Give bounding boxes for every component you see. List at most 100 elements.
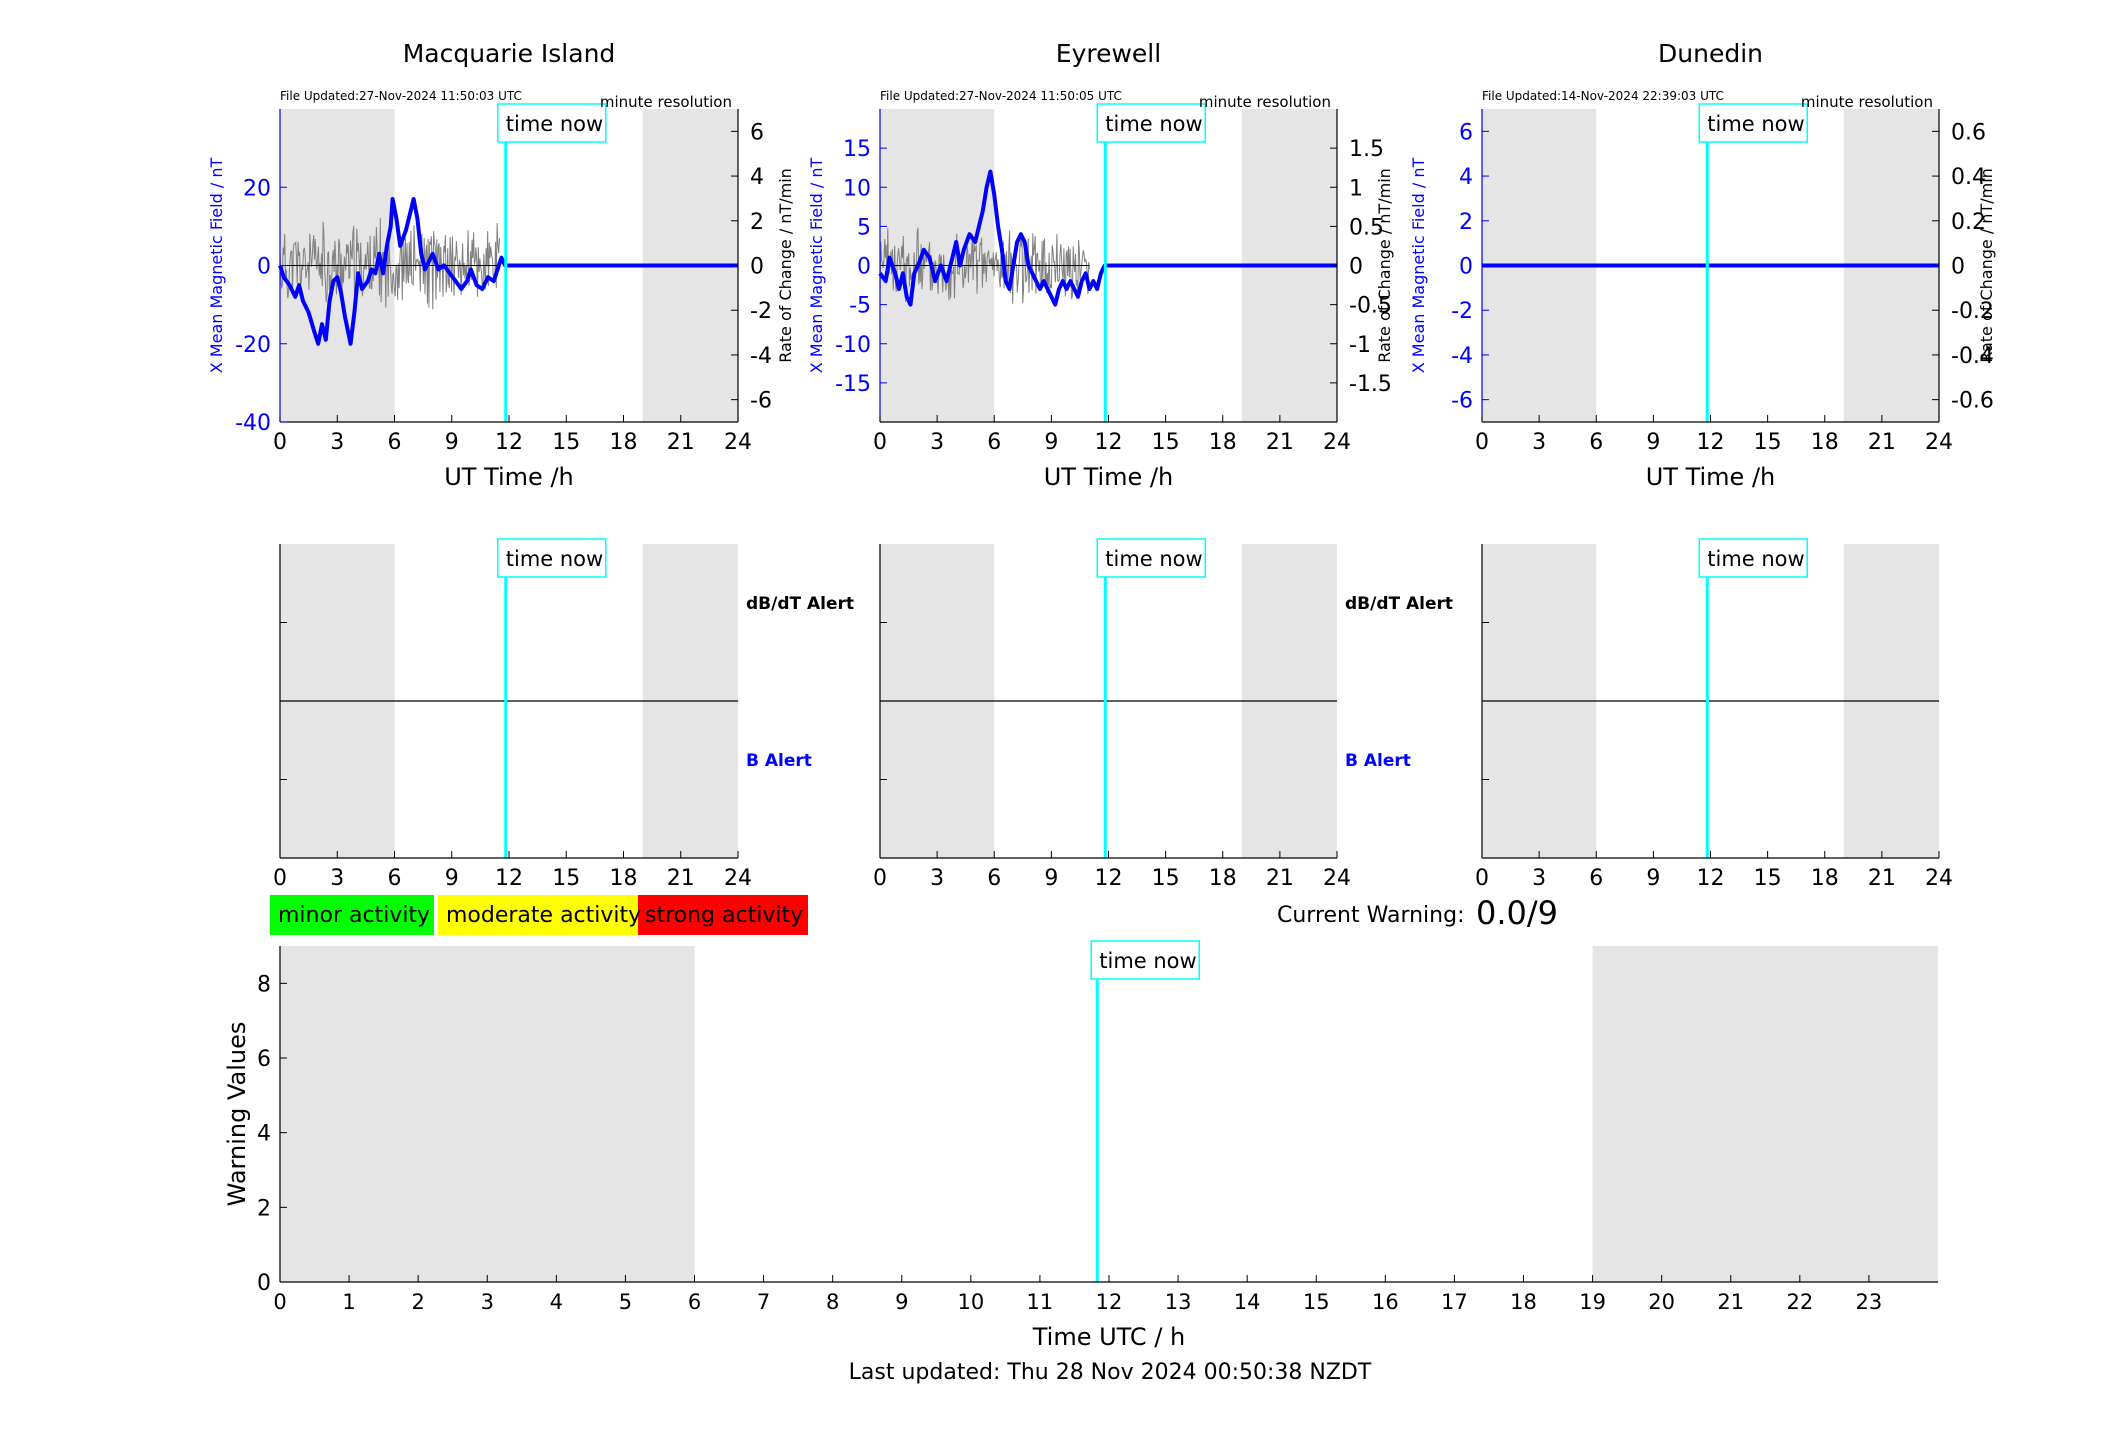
x-tick-label: 12 bbox=[1095, 430, 1123, 455]
y2-tick-label: 0.5 bbox=[1349, 215, 1384, 240]
x-tick-label: 0 bbox=[273, 866, 287, 891]
x-tick-label: 18 bbox=[1811, 430, 1839, 455]
y2-axis-label: Rate of Change / nT/min bbox=[776, 168, 795, 363]
x-tick-label: 21 bbox=[1266, 866, 1294, 891]
x-axis-label: Time UTC / h bbox=[1032, 1323, 1186, 1351]
x-tick-label: 17 bbox=[1441, 1290, 1468, 1314]
x-axis-label: UT Time /h bbox=[1646, 463, 1776, 491]
legend-minor-swatch bbox=[270, 895, 434, 935]
x-tick-label: 3 bbox=[1532, 866, 1546, 891]
y2-tick-label: -1 bbox=[1349, 333, 1371, 358]
time-now-label: time now bbox=[506, 112, 603, 136]
resolution-label: minute resolution bbox=[600, 93, 732, 111]
x-tick-label: 15 bbox=[1152, 430, 1180, 455]
y-axis-label: X Mean Magnetic Field / nT bbox=[1409, 158, 1428, 374]
y2-tick-label: 0.2 bbox=[1951, 210, 1986, 235]
x-tick-label: 3 bbox=[930, 866, 944, 891]
x-tick-label: 6 bbox=[388, 430, 402, 455]
y-tick-label: -4 bbox=[1451, 344, 1473, 369]
x-tick-label: 1 bbox=[342, 1290, 355, 1314]
x-tick-label: 18 bbox=[1209, 866, 1237, 891]
legend-strong-label: strong activity bbox=[645, 903, 803, 928]
y2-tick-label: -0.5 bbox=[1349, 294, 1392, 319]
y2-tick-label: 1 bbox=[1349, 176, 1363, 201]
x-tick-label: 9 bbox=[895, 1290, 908, 1314]
x-tick-label: 6 bbox=[1589, 430, 1603, 455]
current-warning-label: Current Warning: bbox=[1277, 903, 1464, 928]
x-tick-label: 4 bbox=[550, 1290, 563, 1314]
y-tick-label: 6 bbox=[257, 1047, 271, 1072]
activity-legend: minor activity moderate activity strong … bbox=[270, 895, 808, 935]
time-now-label: time now bbox=[1707, 112, 1804, 136]
time-now-label-box bbox=[1096, 103, 1207, 143]
legend-minor-label: minor activity bbox=[278, 903, 430, 928]
file-updated-text: File Updated:27-Nov-2024 11:50:05 UTC bbox=[880, 89, 1122, 103]
x-tick-label: 12 bbox=[1697, 866, 1725, 891]
panel-title: Eyrewell bbox=[1056, 39, 1161, 68]
x-tick-label: 21 bbox=[1717, 1290, 1744, 1314]
y2-tick-label: -4 bbox=[750, 344, 772, 369]
y-tick-label: 8 bbox=[257, 972, 271, 997]
y2-tick-label: -6 bbox=[750, 389, 772, 414]
panel-title: Macquarie Island bbox=[403, 39, 616, 68]
magnetic-field-line bbox=[278, 197, 738, 346]
y-tick-label: 4 bbox=[1459, 165, 1473, 190]
x-tick-label: 16 bbox=[1372, 1290, 1399, 1314]
time-now-label: time now bbox=[1105, 547, 1202, 571]
x-tick-label: 21 bbox=[1868, 866, 1896, 891]
y-tick-label: 10 bbox=[843, 176, 871, 201]
x-tick-label: 0 bbox=[1475, 866, 1489, 891]
time-now-label-box bbox=[1096, 538, 1207, 578]
panel-4: time now 0 3 6 9 12 15 18 21 24 dB/dT Alert B Alert bbox=[273, 538, 854, 891]
y-tick-label: 0 bbox=[257, 255, 271, 280]
y2-tick-label: 0.4 bbox=[1951, 165, 1986, 190]
x-tick-label: 18 bbox=[610, 430, 638, 455]
x-tick-label: 0 bbox=[873, 430, 887, 455]
x-tick-label: 6 bbox=[1589, 866, 1603, 891]
y-tick-label: 20 bbox=[243, 176, 271, 201]
time-now-label: time now bbox=[1099, 949, 1196, 973]
y2-tick-label: -0.2 bbox=[1951, 299, 1994, 324]
x-tick-label: 12 bbox=[1697, 430, 1725, 455]
rate-of-change-line bbox=[279, 217, 500, 310]
y-tick-label: -5 bbox=[849, 294, 871, 319]
time-now-label-box bbox=[1698, 538, 1809, 578]
night-shading bbox=[280, 946, 695, 1282]
x-tick-label: 15 bbox=[1754, 430, 1782, 455]
x-tick-label: 24 bbox=[724, 866, 752, 891]
y2-tick-label: 0 bbox=[750, 255, 764, 280]
y2-tick-label: -0.4 bbox=[1951, 344, 1994, 369]
resolution-label: minute resolution bbox=[1801, 93, 1933, 111]
y-tick-label: -40 bbox=[235, 411, 271, 436]
x-tick-label: 24 bbox=[1925, 430, 1953, 455]
y-tick-label: 0 bbox=[257, 1271, 271, 1296]
y-tick-label: -20 bbox=[235, 333, 271, 358]
y2-tick-label: 6 bbox=[750, 120, 764, 145]
magnetic-field-line bbox=[878, 169, 1337, 307]
x-tick-label: 21 bbox=[1868, 430, 1896, 455]
x-tick-label: 15 bbox=[552, 430, 580, 455]
y-tick-label: 0 bbox=[857, 255, 871, 280]
x-tick-label: 21 bbox=[1266, 430, 1294, 455]
y2-axis-label: Rate of Change / nT/min bbox=[1977, 168, 1996, 363]
x-tick-label: 6 bbox=[688, 1290, 701, 1314]
b-alert-label: B Alert bbox=[1345, 751, 1411, 771]
y-axis-label: X Mean Magnetic Field / nT bbox=[807, 158, 826, 374]
x-tick-label: 5 bbox=[619, 1290, 632, 1314]
night-shading bbox=[1592, 946, 1938, 1282]
file-updated-text: File Updated:14-Nov-2024 22:39:03 UTC bbox=[1482, 89, 1724, 103]
current-warning-value: 0.0/9 bbox=[1476, 894, 1558, 932]
x-tick-label: 6 bbox=[987, 866, 1001, 891]
y-tick-label: 2 bbox=[1459, 210, 1473, 235]
x-tick-label: 10 bbox=[957, 1290, 984, 1314]
x-tick-label: 18 bbox=[1811, 866, 1839, 891]
y-axis-label: X Mean Magnetic Field / nT bbox=[207, 158, 226, 374]
x-tick-label: 3 bbox=[330, 430, 344, 455]
y-tick-label: 4 bbox=[257, 1122, 271, 1147]
y2-tick-label: 0 bbox=[1349, 255, 1363, 280]
x-tick-label: 22 bbox=[1786, 1290, 1813, 1314]
